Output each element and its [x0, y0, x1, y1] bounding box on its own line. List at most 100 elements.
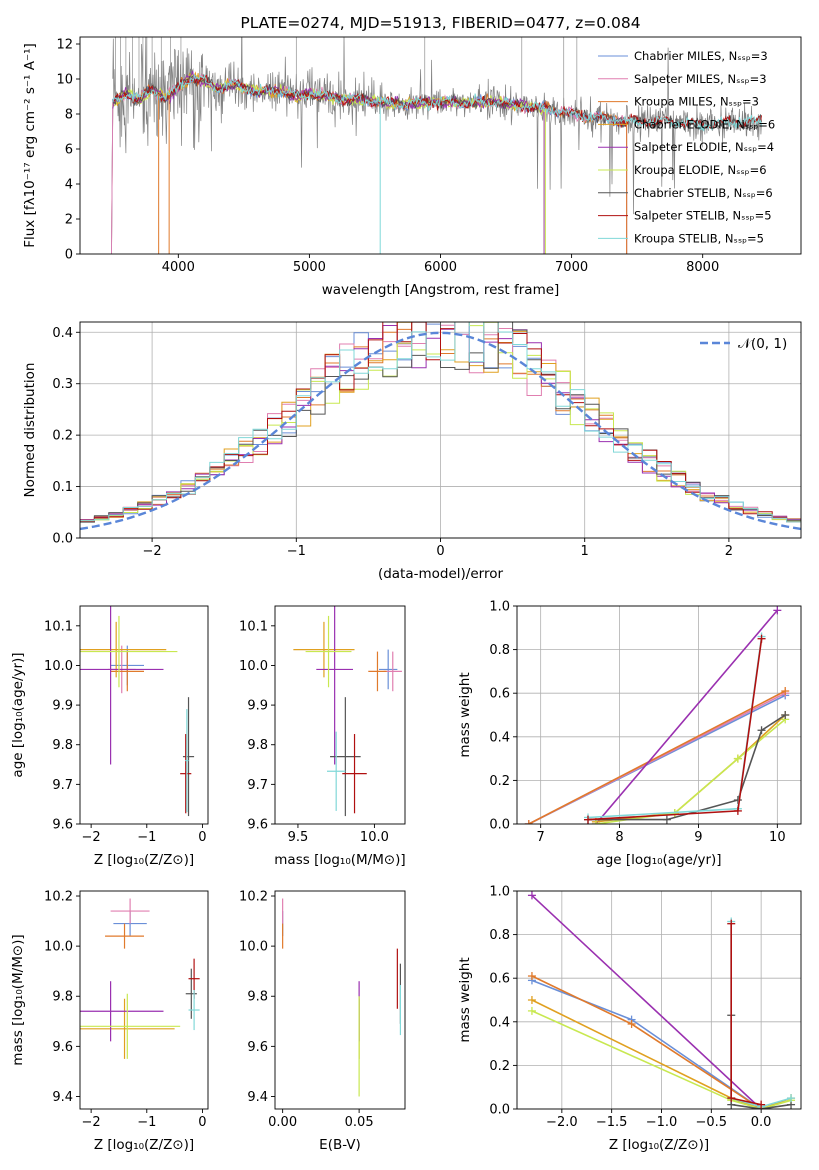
legend-entry-normal: 𝒩(0, 1): [738, 336, 787, 352]
axes-frame: [274, 605, 406, 825]
panel-7: 0.00 0.05 9.4 9.6 9.8 10.0 10.2 E(B-V): [239, 890, 406, 1153]
legend-entry-kroupa_elodie: Kroupa ELODIE, Nₛₛₚ=6: [634, 163, 767, 177]
x-axis-label: Z [log₁₀(Z/Z⊙)]: [609, 1137, 709, 1153]
legend-entry-chabrier_miles: Chabrier MILES, Nₛₛₚ=3: [634, 49, 768, 63]
x-tick-label: 7: [537, 830, 545, 845]
x-tick-label: −1: [137, 1115, 156, 1130]
x-axis-label: age [log₁₀(age/yr)]: [596, 852, 721, 868]
x-tick-label: 9.5: [288, 830, 309, 845]
axes-frame: [274, 890, 406, 1110]
weight-line-salpeter_stelib: [730, 923, 762, 1106]
y-tick-label: 4: [65, 178, 73, 193]
panel-6: −2 −1 0 9.4 9.6 9.8 10.0 10.2 Z [log₁₀(Z/Z⊙)] mas…: [10, 890, 209, 1153]
x-tick-label: −2: [82, 1115, 101, 1130]
x-tick-label: 0: [198, 830, 206, 845]
plot-area: [293, 606, 402, 817]
plot-area: [524, 606, 790, 824]
y-tick-label: 9.6: [247, 818, 268, 833]
y-tick-label: 9.6: [52, 818, 73, 833]
y-axis-label: Flux [fλ10⁻¹⁷ erg cm⁻² s⁻¹ A⁻¹]: [22, 43, 38, 248]
plot-area: [80, 898, 200, 1059]
y-tick-label: 9.9: [247, 699, 268, 714]
legend-entry-kroupa_stelib: Kroupa STELIB, Nₛₛₚ=5: [634, 231, 764, 245]
y-tick-label: 10.0: [239, 940, 268, 955]
y-tick-label: 10.2: [239, 890, 268, 905]
weight-line-chabrier_elodie: [531, 999, 792, 1109]
y-tick-label: 1.0: [489, 885, 510, 900]
model-spectrum-salpeter_stelib: [112, 74, 762, 129]
residual-histogram-salpeter_stelib: [80, 322, 801, 523]
x-tick-label: −1: [137, 830, 156, 845]
x-tick-label: 0: [198, 1115, 206, 1130]
y-tick-label: 9.9: [52, 699, 73, 714]
y-tick-label: 10.0: [239, 659, 268, 674]
x-tick-label: 4000: [162, 260, 195, 275]
x-tick-label: −1: [287, 544, 306, 559]
weight-line-kroupa_miles: [531, 975, 762, 1109]
y-tick-label: 2: [65, 213, 73, 228]
model-spectrum-kroupa_stelib: [112, 74, 762, 132]
legend-entry-chabrier_stelib: Chabrier STELIB, Nₛₛₚ=6: [634, 186, 773, 200]
weight-line-salpeter_elodie: [531, 894, 762, 1109]
y-tick-label: 9.4: [247, 1090, 268, 1105]
y-tick-label: 0.4: [489, 1015, 510, 1030]
x-tick-label: −0.5: [696, 1115, 728, 1130]
x-tick-label: −2: [143, 544, 162, 559]
y-tick-label: 0.4: [52, 326, 73, 341]
y-tick-label: 9.7: [52, 778, 73, 793]
x-tick-label: 0.00: [268, 1115, 297, 1130]
y-tick-label: 10.1: [44, 619, 73, 634]
y-tick-label: 10: [56, 73, 73, 88]
weight-line-salpeter_elodie: [595, 609, 778, 824]
x-axis-label: Z [log₁₀(Z/Z⊙)]: [94, 852, 194, 868]
model-spectrum-chabrier_stelib: [112, 75, 762, 131]
legend-entry-salpeter_elodie: Salpeter ELODIE, Nₛₛₚ=4: [634, 140, 774, 154]
y-tick-label: 8: [65, 108, 73, 123]
plot-area: [282, 898, 402, 1097]
y-tick-label: 0.6: [489, 687, 510, 702]
y-tick-label: 0.2: [489, 774, 510, 789]
y-axis-label: mass weight: [457, 957, 473, 1042]
y-axis-label: mass weight: [457, 672, 473, 757]
y-tick-label: 9.8: [247, 990, 268, 1005]
legend-entry-chabrier_elodie: Chabrier ELODIE, Nₛₛₚ=6: [634, 117, 775, 131]
y-tick-label: 0.3: [52, 377, 73, 392]
x-axis-label: wavelength [Angstrom, rest frame]: [322, 282, 560, 298]
x-tick-label: 8: [615, 830, 623, 845]
weight-line-kroupa_elodie: [531, 1010, 792, 1109]
y-tick-label: 0.8: [489, 928, 510, 943]
y-tick-label: 0.2: [52, 429, 73, 444]
panel-3: −2 −1 0 9.6 9.7 9.8 9.9 10.0 10.1 Z [log₁₀(Z/Z⊙)]…: [10, 605, 209, 868]
y-axis-label: mass [log₁₀(M/M⊙)]: [10, 934, 26, 1065]
y-tick-label: 9.6: [247, 1040, 268, 1055]
weight-line-salpeter_stelib: [587, 638, 763, 821]
x-tick-label: −1.5: [596, 1115, 628, 1130]
legend-entry-salpeter_stelib: Salpeter STELIB, Nₛₛₚ=5: [634, 209, 772, 223]
weight-line-kroupa_stelib: [587, 636, 763, 819]
x-tick-label: −2: [82, 830, 101, 845]
y-tick-label: 0.8: [489, 643, 510, 658]
y-tick-label: 0.1: [52, 480, 73, 495]
x-tick-label: −2.0: [546, 1115, 578, 1130]
y-tick-label: 10.1: [239, 619, 268, 634]
weight-line-kroupa_elodie: [595, 718, 786, 824]
x-tick-label: 0: [436, 544, 444, 559]
legend-entry-kroupa_miles: Kroupa MILES, Nₛₛₚ=3: [634, 95, 759, 109]
x-tick-label: 1: [581, 544, 589, 559]
y-tick-label: 9.8: [247, 738, 268, 753]
y-tick-label: 0: [65, 248, 73, 263]
y-tick-label: 9.8: [52, 738, 73, 753]
panel-8: −2.0 −1.5 −1.0 −0.5 0.0 0.0 0.2 0.4 0.6 0.8 1.0 Z […: [457, 885, 802, 1153]
axes-frame: [516, 605, 802, 825]
y-tick-label: 0.2: [489, 1059, 510, 1074]
x-tick-label: 0.05: [345, 1115, 374, 1130]
panel-4: 9.5 10.0 9.6 9.7 9.8 9.9 10.0 10.1 mass [log₁₀(M…: [239, 605, 406, 868]
x-tick-label: −1.0: [646, 1115, 678, 1130]
weight-line-chabrier_elodie: [595, 714, 786, 823]
panel-5: 7 8 9 10 0.0 0.2 0.4 0.6 0.8 1.0 age [log₁₀(age/yr…: [457, 600, 802, 868]
plot-area: [80, 606, 195, 817]
weight-line-kroupa_miles: [528, 690, 786, 824]
y-tick-label: 10.0: [44, 940, 73, 955]
x-tick-label: 8000: [686, 260, 719, 275]
y-tick-label: 10.0: [44, 659, 73, 674]
